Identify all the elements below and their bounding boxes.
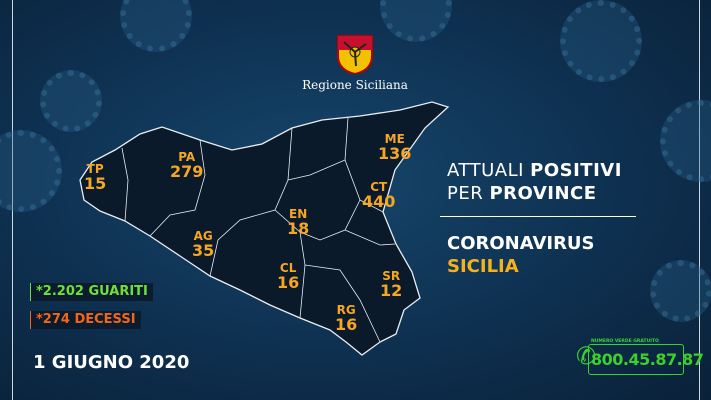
sicily-coat-of-arms-logo bbox=[337, 35, 373, 74]
hotline-number: 800.45.87.87 bbox=[591, 350, 704, 369]
province-borders bbox=[121, 117, 396, 343]
province-cl: CL 16 bbox=[277, 262, 299, 291]
deaths-stat: *274 DECESSI bbox=[30, 311, 141, 329]
province-code: CL bbox=[279, 261, 297, 275]
province-pa: PA 279 bbox=[170, 151, 203, 180]
province-code: PA bbox=[178, 150, 196, 164]
subtitle-coronavirus: CORONAVIRUS bbox=[447, 233, 595, 254]
province-value: 12 bbox=[380, 280, 403, 300]
province-tp: TP 15 bbox=[84, 163, 106, 192]
divider bbox=[440, 216, 636, 217]
province-value: 18 bbox=[287, 218, 310, 238]
province-code: SR bbox=[382, 269, 401, 283]
title-bold: POSITIVI bbox=[530, 160, 622, 181]
province-code: EN bbox=[289, 207, 308, 221]
province-code: ME bbox=[384, 132, 405, 146]
province-value: 136 bbox=[378, 143, 412, 163]
virus-decoration bbox=[560, 0, 642, 82]
province-value: 15 bbox=[84, 173, 107, 193]
sicily-outline bbox=[79, 101, 450, 356]
province-value: 35 bbox=[192, 240, 215, 260]
region-name: Regione Siciliana bbox=[302, 78, 408, 92]
hotline-box bbox=[588, 344, 684, 375]
phone-icon: ✆ bbox=[576, 342, 597, 370]
hotline-label: NUMERO VERDE GRATUITO bbox=[590, 339, 660, 344]
province-value: 440 bbox=[362, 191, 396, 211]
province-value: 16 bbox=[277, 272, 300, 292]
title-line1: ATTUALI POSITIVI bbox=[447, 160, 622, 181]
title-line2: PER PROVINCE bbox=[447, 183, 597, 204]
province-rg: RG 16 bbox=[335, 304, 357, 333]
frame-line-right bbox=[699, 0, 700, 400]
province-ag: AG 35 bbox=[192, 230, 214, 259]
province-code: RG bbox=[336, 303, 356, 317]
province-value: 16 bbox=[335, 314, 358, 334]
title-bold: PROVINCE bbox=[489, 183, 597, 204]
title-text: PER bbox=[447, 183, 490, 204]
province-code: CT bbox=[370, 180, 388, 194]
province-code: AG bbox=[193, 229, 213, 243]
province-code: TP bbox=[86, 162, 104, 176]
province-me: ME 136 bbox=[378, 133, 411, 162]
province-en: EN 18 bbox=[287, 208, 309, 237]
recovered-stat: *2.202 GUARITI bbox=[30, 283, 153, 301]
title-text: ATTUALI bbox=[447, 160, 531, 181]
province-ct: CT 440 bbox=[362, 181, 395, 210]
virus-decoration bbox=[650, 260, 711, 322]
province-value: 279 bbox=[170, 161, 204, 181]
subtitle-sicilia: SICILIA bbox=[447, 256, 519, 277]
province-sr: SR 12 bbox=[380, 270, 402, 299]
date: 1 GIUGNO 2020 bbox=[33, 352, 190, 373]
virus-decoration bbox=[40, 70, 102, 132]
